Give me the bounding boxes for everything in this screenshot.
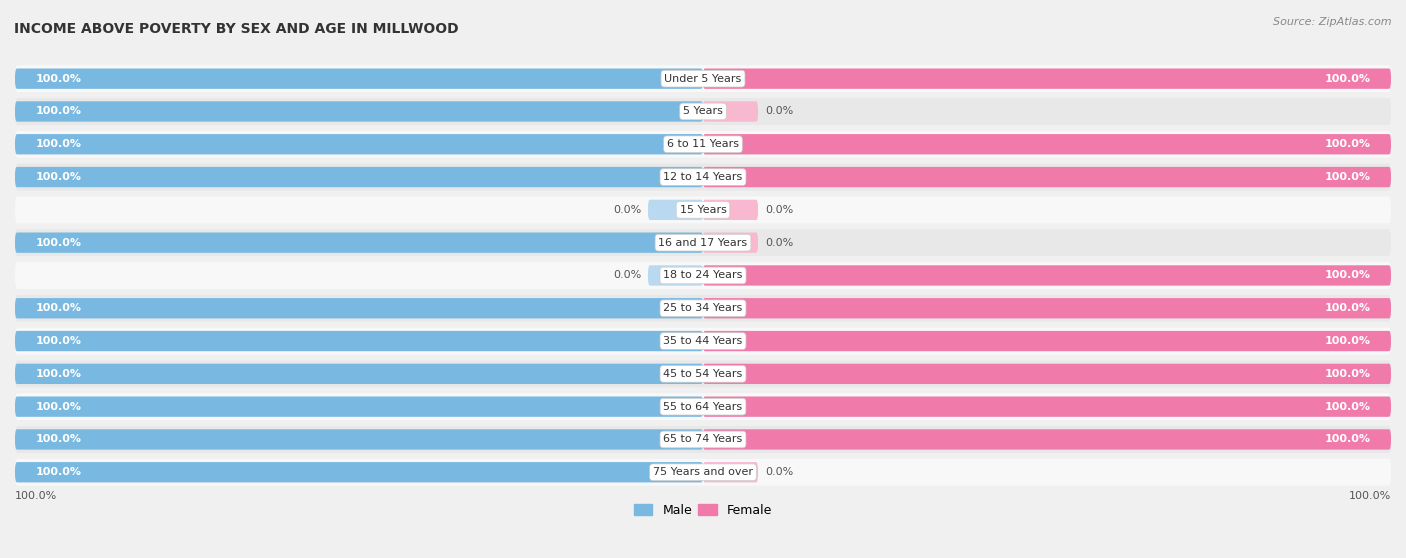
FancyBboxPatch shape (703, 233, 758, 253)
Text: 35 to 44 Years: 35 to 44 Years (664, 336, 742, 346)
FancyBboxPatch shape (15, 134, 703, 155)
FancyBboxPatch shape (703, 298, 1391, 319)
FancyBboxPatch shape (703, 397, 1391, 417)
Text: 100.0%: 100.0% (1324, 369, 1371, 379)
Text: 55 to 64 Years: 55 to 64 Years (664, 402, 742, 412)
FancyBboxPatch shape (15, 163, 1391, 190)
Text: 100.0%: 100.0% (1324, 435, 1371, 445)
Text: 100.0%: 100.0% (1324, 172, 1371, 182)
Text: 100.0%: 100.0% (15, 491, 58, 501)
Text: Source: ZipAtlas.com: Source: ZipAtlas.com (1274, 17, 1392, 27)
FancyBboxPatch shape (15, 426, 1391, 453)
Text: 100.0%: 100.0% (35, 402, 82, 412)
Text: 6 to 11 Years: 6 to 11 Years (666, 140, 740, 149)
FancyBboxPatch shape (703, 462, 758, 483)
FancyBboxPatch shape (15, 262, 1391, 289)
FancyBboxPatch shape (15, 364, 703, 384)
FancyBboxPatch shape (703, 167, 1391, 187)
FancyBboxPatch shape (15, 459, 1391, 485)
FancyBboxPatch shape (15, 295, 1391, 322)
FancyBboxPatch shape (15, 328, 1391, 354)
FancyBboxPatch shape (15, 298, 703, 319)
FancyBboxPatch shape (15, 397, 703, 417)
Text: 100.0%: 100.0% (1324, 271, 1371, 281)
Text: 100.0%: 100.0% (1324, 140, 1371, 149)
Text: 0.0%: 0.0% (613, 271, 641, 281)
Text: 100.0%: 100.0% (35, 238, 82, 248)
Text: 12 to 14 Years: 12 to 14 Years (664, 172, 742, 182)
Text: 0.0%: 0.0% (765, 107, 793, 117)
FancyBboxPatch shape (15, 69, 703, 89)
Text: 100.0%: 100.0% (1324, 336, 1371, 346)
Text: 100.0%: 100.0% (35, 303, 82, 313)
Text: 25 to 34 Years: 25 to 34 Years (664, 303, 742, 313)
Text: 100.0%: 100.0% (35, 140, 82, 149)
Text: 45 to 54 Years: 45 to 54 Years (664, 369, 742, 379)
FancyBboxPatch shape (703, 200, 758, 220)
FancyBboxPatch shape (703, 102, 758, 122)
FancyBboxPatch shape (15, 229, 1391, 256)
FancyBboxPatch shape (15, 65, 1391, 92)
Text: 100.0%: 100.0% (1324, 402, 1371, 412)
Text: 65 to 74 Years: 65 to 74 Years (664, 435, 742, 445)
FancyBboxPatch shape (703, 429, 1391, 450)
Text: INCOME ABOVE POVERTY BY SEX AND AGE IN MILLWOOD: INCOME ABOVE POVERTY BY SEX AND AGE IN M… (14, 22, 458, 36)
FancyBboxPatch shape (703, 364, 1391, 384)
FancyBboxPatch shape (703, 134, 1391, 155)
FancyBboxPatch shape (15, 393, 1391, 420)
Text: 16 and 17 Years: 16 and 17 Years (658, 238, 748, 248)
Text: Under 5 Years: Under 5 Years (665, 74, 741, 84)
Legend: Male, Female: Male, Female (628, 499, 778, 522)
FancyBboxPatch shape (15, 98, 1391, 125)
FancyBboxPatch shape (15, 360, 1391, 387)
Text: 100.0%: 100.0% (35, 369, 82, 379)
FancyBboxPatch shape (15, 331, 703, 351)
Text: 18 to 24 Years: 18 to 24 Years (664, 271, 742, 281)
Text: 0.0%: 0.0% (765, 205, 793, 215)
Text: 0.0%: 0.0% (765, 238, 793, 248)
Text: 0.0%: 0.0% (765, 467, 793, 477)
Text: 100.0%: 100.0% (35, 74, 82, 84)
FancyBboxPatch shape (15, 131, 1391, 158)
Text: 100.0%: 100.0% (35, 172, 82, 182)
FancyBboxPatch shape (703, 265, 1391, 286)
Text: 15 Years: 15 Years (679, 205, 727, 215)
FancyBboxPatch shape (15, 196, 1391, 223)
FancyBboxPatch shape (15, 102, 703, 122)
FancyBboxPatch shape (15, 233, 703, 253)
FancyBboxPatch shape (15, 462, 703, 483)
Text: 100.0%: 100.0% (1324, 303, 1371, 313)
Text: 5 Years: 5 Years (683, 107, 723, 117)
FancyBboxPatch shape (648, 265, 703, 286)
Text: 100.0%: 100.0% (35, 435, 82, 445)
Text: 75 Years and over: 75 Years and over (652, 467, 754, 477)
Text: 100.0%: 100.0% (35, 336, 82, 346)
Text: 100.0%: 100.0% (35, 467, 82, 477)
Text: 100.0%: 100.0% (1324, 74, 1371, 84)
FancyBboxPatch shape (648, 200, 703, 220)
Text: 100.0%: 100.0% (35, 107, 82, 117)
FancyBboxPatch shape (15, 167, 703, 187)
Text: 0.0%: 0.0% (613, 205, 641, 215)
FancyBboxPatch shape (703, 331, 1391, 351)
FancyBboxPatch shape (15, 429, 703, 450)
Text: 100.0%: 100.0% (1348, 491, 1391, 501)
FancyBboxPatch shape (703, 69, 1391, 89)
